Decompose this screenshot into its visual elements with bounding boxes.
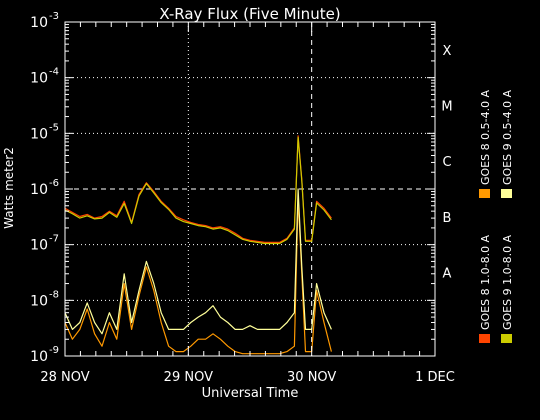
legend-swatch: [501, 334, 512, 343]
x-tick-label: 30 NOV: [287, 370, 336, 385]
series-layer: [64, 135, 332, 355]
legend: GOES 8 1.0-8.0 A GOES 8 0.5-4.0 A GOES 9 1…: [479, 89, 514, 343]
y-tick-exponent: -3: [49, 11, 59, 22]
flare-class-c: C: [442, 155, 451, 170]
y-tick-label: 10: [30, 15, 48, 31]
flare-class-a: A: [443, 267, 452, 282]
x-axis: 28 NOV 29 NOV 30 NOV 1 DEC: [40, 22, 455, 385]
y-tick-exponent: -8: [49, 289, 59, 300]
series-line: [64, 136, 332, 245]
flare-class-axis: X M C B A: [441, 44, 452, 282]
y-tick-exponent: -9: [49, 345, 59, 356]
x-tick-label: 29 NOV: [164, 370, 213, 385]
legend-label: GOES 8 1.0-8.0 A: [479, 234, 492, 330]
flare-class-m: M: [441, 100, 452, 115]
legend-label: GOES 8 0.5-4.0 A: [479, 89, 492, 185]
flare-class-x: X: [443, 44, 452, 59]
chart-title: X-Ray Flux (Five Minute): [159, 5, 340, 23]
grid-layer: [65, 22, 435, 356]
y-tick-label: 10: [30, 71, 48, 87]
legend-swatch: [501, 189, 512, 198]
legend-label: GOES 9 0.5-4.0 A: [501, 89, 514, 185]
legend-swatch: [479, 189, 490, 198]
series-line: [64, 188, 332, 335]
y-tick-label: 10: [30, 349, 48, 365]
x-tick-label: 1 DEC: [415, 370, 455, 385]
flare-class-b: B: [443, 211, 452, 226]
y-tick-label: 10: [30, 126, 48, 142]
y-tick-label: 10: [30, 182, 48, 198]
y-tick-label: 10: [30, 293, 48, 309]
y-tick-exponent: -6: [49, 178, 59, 189]
y-axis-label: Watts meter2: [2, 147, 16, 229]
x-axis-label: Universal Time: [202, 386, 299, 401]
x-tick-label: 28 NOV: [40, 370, 89, 385]
legend-label: GOES 9 1.0-8.0 A: [501, 234, 514, 330]
y-tick-exponent: -7: [49, 234, 59, 245]
y-axis: 10-910-810-710-610-510-410-3: [30, 11, 435, 365]
y-tick-label: 10: [30, 238, 48, 254]
y-tick-exponent: -5: [49, 122, 59, 133]
legend-swatch: [479, 334, 490, 343]
y-tick-exponent: -4: [49, 67, 59, 78]
